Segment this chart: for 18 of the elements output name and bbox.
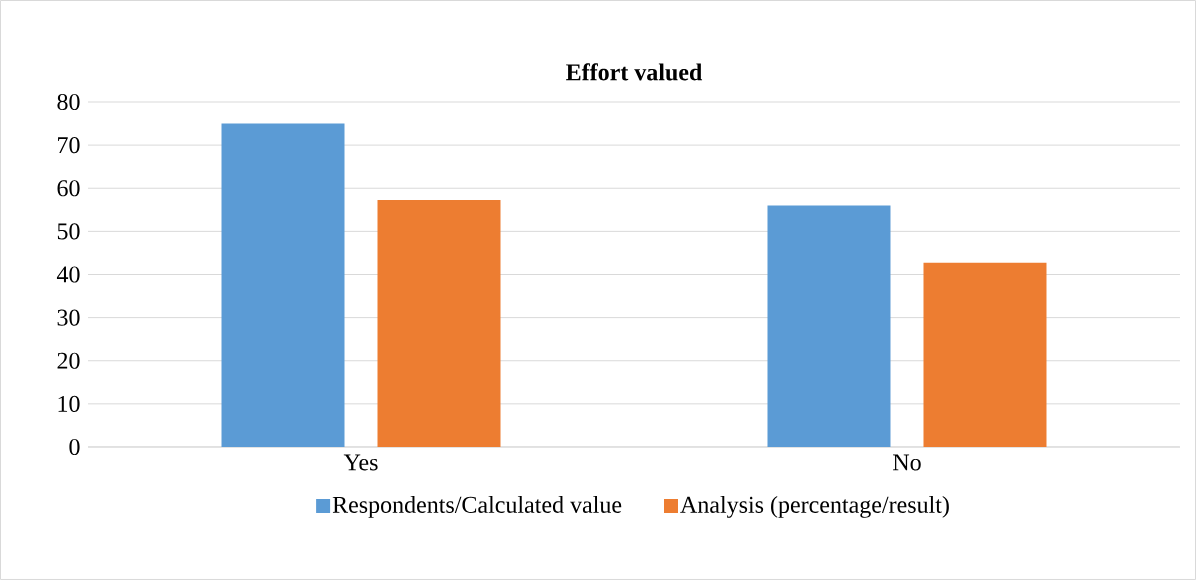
legend-label: Respondents/Calculated value (332, 496, 622, 518)
bar (221, 123, 345, 447)
bar (377, 200, 501, 447)
y-tick-label: 0 (69, 438, 80, 456)
y-tick-label: 80 (57, 93, 80, 111)
legend-label: Analysis (percentage/result) (680, 496, 949, 518)
y-tick-label: 20 (57, 352, 80, 369)
bar (767, 205, 891, 447)
x-tick-label: Yes (343, 454, 378, 471)
y-tick-label: 50 (57, 223, 80, 240)
y-tick-label: 10 (58, 395, 80, 412)
y-tick-label: 60 (57, 180, 80, 197)
y-tick-label: 30 (57, 309, 80, 326)
chart-title: Effort valued (566, 63, 703, 81)
x-tick-label: No (893, 454, 921, 471)
y-tick-label: 40 (56, 266, 80, 283)
bar (923, 262, 1047, 447)
y-tick-label: 70 (58, 137, 80, 154)
